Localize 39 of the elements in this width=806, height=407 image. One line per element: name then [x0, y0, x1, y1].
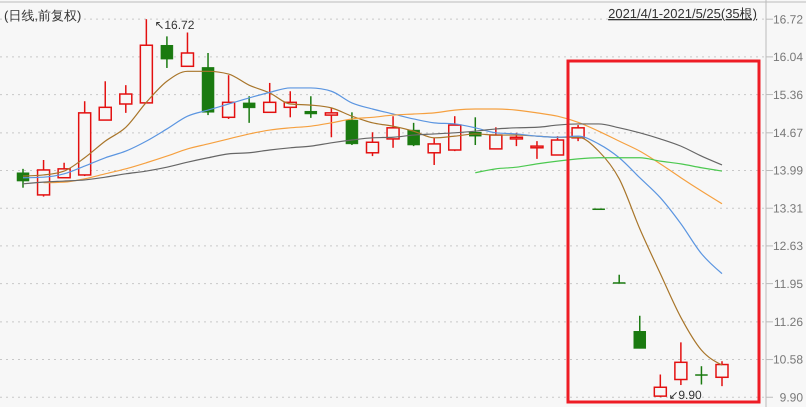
annotation: ↖16.72	[154, 18, 195, 32]
candlestick	[242, 95, 256, 124]
y-tick-label: 16.04	[772, 50, 804, 64]
candlestick	[324, 107, 338, 138]
candlestick	[715, 360, 729, 387]
candlestick	[366, 132, 380, 157]
y-tick-label: 9.90	[780, 390, 804, 404]
candlestick	[489, 126, 503, 150]
y-tick-label: 13.99	[772, 164, 804, 178]
y-tick-label: 15.36	[772, 88, 804, 102]
candlestick	[119, 84, 133, 114]
candlestick	[262, 82, 276, 114]
chart-subtitle: 2021/4/1-2021/5/25(35根)	[608, 6, 757, 21]
candlestick	[510, 132, 524, 147]
candlestick	[346, 112, 358, 146]
candlestick	[98, 80, 112, 121]
candlestick	[304, 95, 318, 119]
candlestick	[674, 342, 688, 386]
y-tick-label: 14.67	[772, 126, 804, 140]
y-tick-label: 11.26	[774, 315, 804, 330]
candlestick	[427, 137, 441, 166]
y-tick-label: 11.95	[774, 276, 804, 291]
y-tick-label: 13.31	[772, 201, 804, 216]
candlestick	[695, 365, 708, 386]
y-tick-label: 12.63	[772, 239, 804, 254]
candlestick	[530, 140, 544, 160]
candlestick	[612, 274, 626, 284]
candlestick	[222, 74, 236, 120]
candlestick	[550, 135, 564, 156]
candlestick	[180, 32, 194, 68]
y-tick-label: 10.58	[772, 352, 804, 367]
text: (日线,前复权)	[4, 8, 82, 23]
annotation: ↙9.90	[668, 388, 702, 402]
candlestick	[634, 315, 646, 350]
y-tick-label: 16.72	[772, 12, 804, 26]
line-series	[474, 157, 723, 174]
candlestick	[654, 374, 668, 398]
line-series	[22, 123, 723, 184]
candlestick	[160, 36, 174, 69]
